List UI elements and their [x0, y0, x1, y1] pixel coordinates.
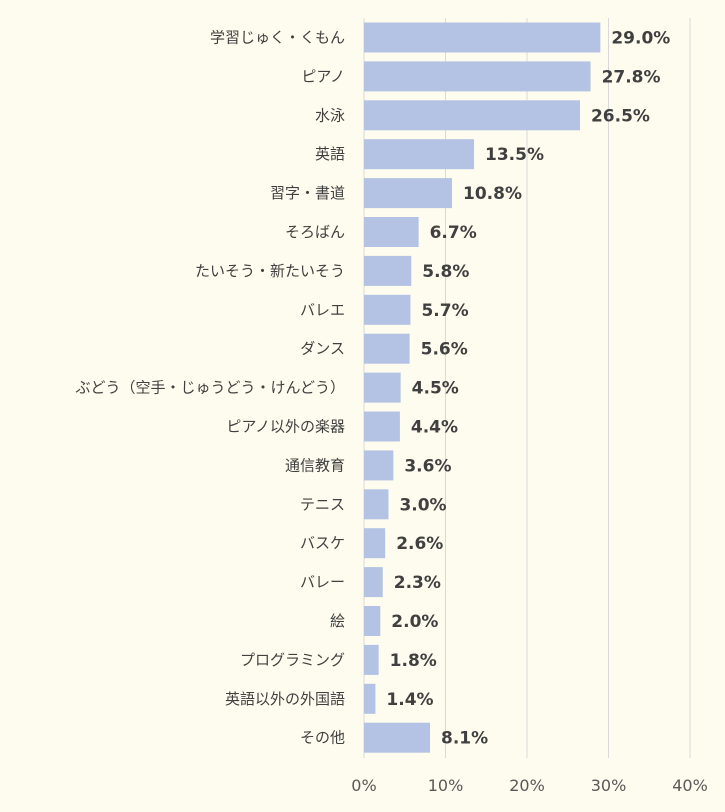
data-label: 2.6%: [396, 534, 443, 554]
category-label: 英語: [315, 145, 345, 163]
data-label: 13.5%: [485, 145, 544, 165]
bar: [364, 722, 431, 753]
category-labels: 学習じゅく・くもんピアノ水泳英語習字・書道そろばんたいそう・新たいそうバレエダン…: [75, 29, 345, 747]
x-tick-label: 0%: [351, 776, 376, 795]
bar: [364, 411, 400, 442]
category-label: テニス: [300, 495, 345, 513]
data-label: 5.7%: [421, 301, 468, 321]
value-labels: 29.0% 27.8% 26.5% 13.5% 10.8% 6.7% 5.8% 5.7% 5.6…: [386, 29, 670, 749]
x-tick-label: 30%: [591, 776, 627, 795]
bar: [364, 217, 419, 247]
data-label: 6.7%: [430, 223, 477, 243]
category-label: 英語以外の外国語: [225, 690, 345, 708]
category-label: バレー: [300, 573, 345, 591]
bar: [364, 683, 376, 714]
bar: [364, 178, 453, 209]
bars: [364, 22, 601, 753]
data-label: 29.0%: [611, 29, 670, 49]
data-label: 2.0%: [391, 612, 438, 632]
data-label: 8.1%: [441, 729, 488, 749]
category-label: その他: [300, 729, 345, 747]
category-label: たいそう・新たいそう: [195, 262, 345, 280]
data-label: 1.8%: [390, 651, 437, 671]
data-label: 4.4%: [411, 418, 458, 438]
data-label: 26.5%: [591, 106, 650, 126]
bar: [364, 255, 412, 286]
x-tick-label: 20%: [509, 776, 545, 795]
data-label: 27.8%: [602, 67, 661, 87]
data-label: 10.8%: [463, 184, 522, 204]
category-label: 通信教育: [285, 456, 345, 474]
category-label: ダンス: [300, 340, 345, 358]
category-label: ぶどう（空手・じゅうどう・けんどう）: [75, 379, 345, 397]
category-label: バスケ: [300, 534, 345, 552]
data-label: 5.6%: [421, 340, 468, 360]
category-label: プログラミング: [240, 651, 345, 669]
category-label: 水泳: [315, 106, 345, 124]
x-axis-tick-labels: 0% 10% 20% 30% 40%: [351, 776, 707, 795]
bar: [364, 528, 386, 559]
category-label: 絵: [330, 612, 345, 630]
data-label: 2.3%: [394, 573, 441, 593]
data-label: 5.8%: [422, 262, 469, 282]
data-label: 4.5%: [412, 379, 459, 399]
category-label: ピアノ以外の楽器: [226, 418, 345, 436]
bar: [364, 567, 383, 598]
bar: [364, 100, 580, 131]
data-label: 3.0%: [399, 495, 446, 515]
bar: [364, 450, 394, 481]
category-label: 習字・書道: [270, 184, 345, 202]
x-tick-label: 40%: [672, 776, 708, 795]
bar: [364, 61, 591, 92]
bar: [364, 333, 410, 364]
bar: [364, 372, 401, 403]
category-label: 学習じゅく・くもん: [210, 29, 345, 47]
data-label: 3.6%: [404, 456, 451, 476]
category-label: バレエ: [300, 301, 345, 319]
category-label: ピアノ: [301, 67, 345, 85]
bar: [364, 606, 381, 636]
bar: [364, 294, 411, 325]
bar: [364, 139, 475, 170]
x-tick-label: 10%: [428, 776, 464, 795]
bar: [364, 22, 601, 53]
bar: [364, 489, 389, 520]
bar: [364, 644, 379, 675]
category-label: そろばん: [285, 223, 345, 241]
data-label: 1.4%: [386, 690, 433, 710]
